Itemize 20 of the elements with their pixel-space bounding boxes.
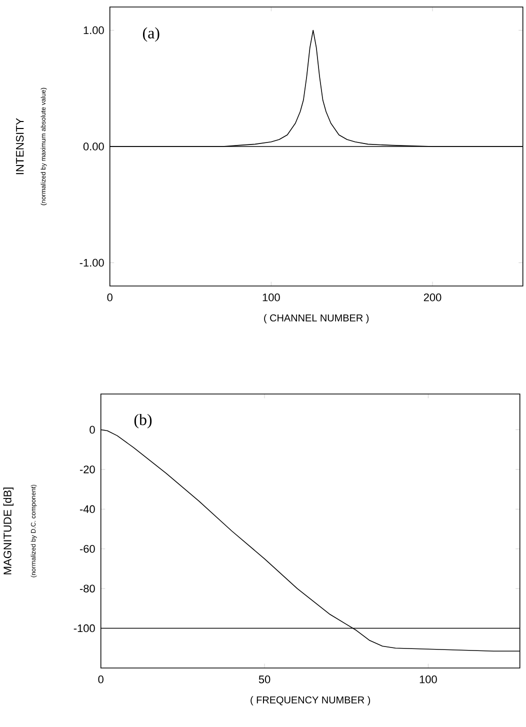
y-tick-label: -40 — [80, 505, 95, 514]
x-tick-label: 50 — [258, 676, 270, 684]
y-axis-title: MAGNITUDE [dB] — [3, 488, 14, 574]
y-tick-label: -80 — [80, 584, 95, 592]
y-tick-label: 0.00 — [84, 142, 104, 150]
y-tick-label: -1.00 — [80, 258, 104, 267]
x-axis-title: ( FREQUENCY NUMBER ) — [250, 696, 370, 706]
y-tick-label: 1.00 — [84, 26, 104, 34]
y-tick-label: 0 — [90, 426, 95, 434]
y-axis-title: INTENSITY — [16, 118, 24, 174]
annotation: (b) — [134, 414, 152, 428]
x-axis-title: ( CHANNEL NUMBER ) — [264, 314, 369, 324]
y-tick-label: -100 — [74, 624, 95, 632]
x-tick-label: 0 — [107, 294, 113, 302]
x-tick-label: 200 — [424, 294, 442, 302]
y-tick-label: -20 — [80, 466, 95, 474]
x-tick-label: 100 — [262, 294, 280, 302]
x-tick-label: 100 — [420, 676, 437, 684]
y-tick-label: -60 — [80, 545, 95, 553]
annotation: (a) — [143, 27, 160, 42]
